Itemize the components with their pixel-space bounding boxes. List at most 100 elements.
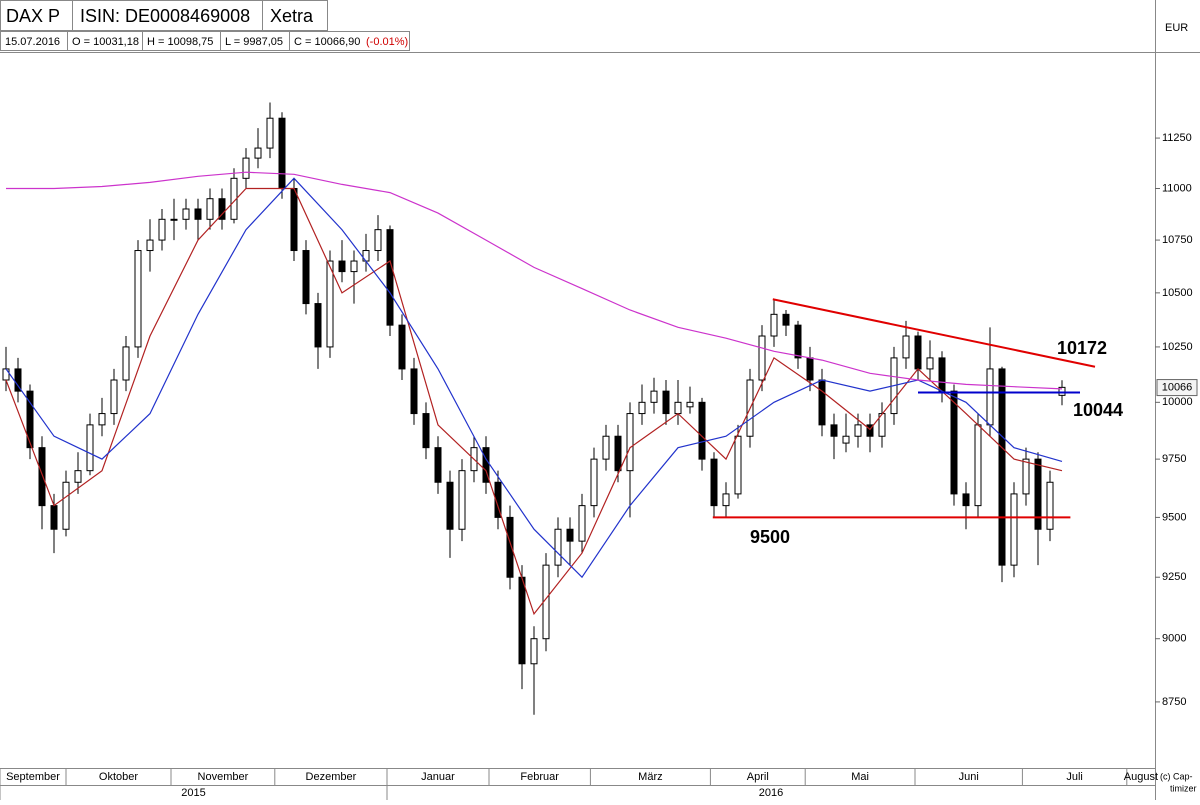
candle-body — [266, 117, 274, 149]
candle-body — [86, 424, 94, 472]
instrument: DAX P — [6, 6, 60, 26]
candle-body — [338, 260, 346, 273]
candle-body — [50, 505, 58, 530]
x-tick-label: Mai — [851, 771, 869, 783]
candle-body — [758, 335, 766, 381]
candle-body — [14, 368, 22, 392]
candle-body — [842, 435, 850, 444]
candle-body — [482, 447, 490, 483]
candle-body — [110, 379, 118, 415]
candle-body — [986, 368, 994, 426]
candle-body — [326, 260, 334, 348]
cell — [262, 0, 328, 31]
cell — [289, 31, 410, 51]
candle-body — [590, 458, 598, 507]
candle-body — [662, 390, 670, 415]
candle-body — [518, 576, 526, 665]
y-tick-label: 8750 — [1162, 696, 1186, 708]
candle-body — [710, 458, 718, 507]
candle-body — [350, 260, 358, 273]
candle-body — [794, 324, 802, 359]
candle-body — [506, 516, 514, 578]
currency: EUR — [1165, 22, 1188, 34]
x-tick-label: Dezember — [306, 771, 357, 783]
y-tick-label: 10750 — [1162, 234, 1193, 246]
x-tick-label: April — [747, 771, 769, 783]
y-tick-label: 9500 — [1162, 511, 1186, 523]
candle-body — [782, 313, 790, 326]
candle-body — [578, 505, 586, 542]
annotation-label: 9500 — [750, 527, 790, 547]
y-tick-label: 9750 — [1162, 453, 1186, 465]
candle-body — [1022, 458, 1030, 495]
candle-body — [458, 470, 466, 530]
annotation-label: 10172 — [1057, 338, 1107, 358]
trend-line — [772, 298, 1096, 368]
candle-body — [122, 346, 130, 381]
candle-body — [962, 493, 970, 507]
candle-body — [422, 413, 430, 449]
candle-body — [902, 335, 910, 359]
x-tick-label: Juli — [1066, 771, 1083, 783]
y-tick-label: 9250 — [1162, 571, 1186, 583]
year-label: 2016 — [759, 787, 783, 799]
candle-body — [614, 435, 622, 472]
y-tick-label: 10250 — [1162, 341, 1193, 353]
candle-body — [494, 481, 502, 518]
last-price-label: 10066 — [1162, 381, 1193, 393]
candle-body — [206, 198, 214, 220]
candle-body — [950, 390, 958, 495]
candle-body — [98, 413, 106, 426]
candle-body — [866, 424, 874, 437]
footer-note: (c) Cap- — [1160, 771, 1193, 781]
moving-average — [5, 187, 1063, 616]
candle-body — [974, 424, 982, 507]
candle-body — [602, 435, 610, 460]
candle-body — [554, 528, 562, 566]
candle-body — [938, 357, 946, 392]
annotation-label: 10044 — [1073, 400, 1123, 420]
date: 15.07.2016 — [5, 36, 60, 48]
change: (-0.01%) — [366, 36, 408, 48]
candle-body — [530, 638, 538, 665]
high: H = 10098,75 — [147, 36, 213, 48]
candle-body — [278, 117, 286, 189]
candle-body — [686, 401, 694, 408]
candle-body — [830, 424, 838, 437]
candle-body — [62, 481, 70, 530]
candle-body — [926, 357, 934, 370]
y-tick-label: 11250 — [1162, 132, 1192, 144]
candle-body — [254, 147, 262, 159]
candle-body — [398, 324, 406, 370]
candle-body — [734, 435, 742, 495]
moving-average — [6, 171, 1063, 390]
candle-body — [854, 424, 862, 437]
x-tick-label: Januar — [421, 771, 455, 783]
year-label: 2015 — [181, 787, 205, 799]
candle-body — [314, 303, 322, 348]
candle-body — [410, 368, 418, 415]
candle-body — [818, 379, 826, 426]
candle-body — [566, 528, 574, 542]
exchange: Xetra — [270, 6, 314, 26]
candle-body — [146, 239, 154, 252]
candle-body — [158, 218, 166, 241]
footer-note: timizer — [1170, 783, 1197, 793]
candle-body — [302, 250, 310, 305]
y-tick-label: 9000 — [1162, 633, 1186, 645]
candle-body — [674, 401, 682, 415]
candle-body — [374, 229, 382, 252]
candle-body — [638, 401, 646, 415]
candle-body — [1010, 493, 1018, 566]
x-tick-label: November — [198, 771, 249, 783]
y-tick-label: 10500 — [1162, 287, 1193, 299]
x-tick-label: Juni — [959, 771, 979, 783]
candle-body — [290, 187, 298, 252]
y-tick-label: 11000 — [1162, 182, 1192, 194]
candle-body — [194, 208, 202, 220]
y-tick-label: 10000 — [1162, 396, 1193, 408]
candle-body — [74, 470, 82, 483]
candle-body — [626, 413, 634, 472]
candle-body — [806, 357, 814, 381]
